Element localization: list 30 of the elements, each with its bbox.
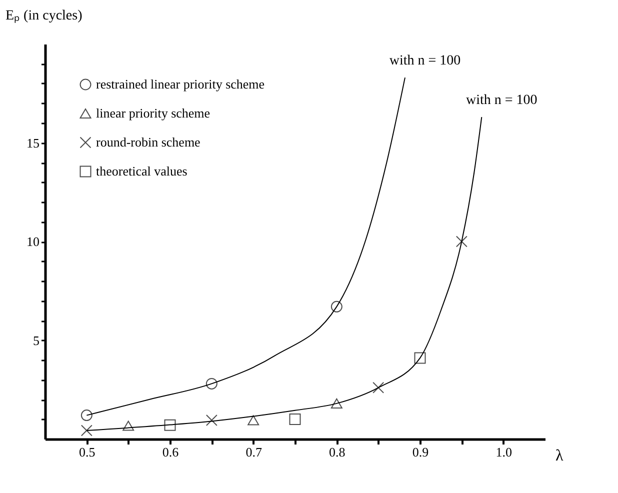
x-axis-title: λ xyxy=(556,448,564,464)
x-tick-label: 0.5 xyxy=(79,444,96,460)
point xyxy=(414,352,426,364)
x-tick-label: 0.9 xyxy=(412,444,429,460)
point xyxy=(330,398,342,408)
legend-label: linear priority scheme xyxy=(96,106,210,120)
y-tick-label: 10 xyxy=(26,234,40,249)
point xyxy=(80,410,92,422)
annotation: with n = 100 xyxy=(389,54,461,69)
x-tick-label: 1.0 xyxy=(496,444,512,460)
point xyxy=(164,419,176,431)
point xyxy=(206,378,218,390)
point xyxy=(456,236,468,248)
y-tick-label: 5 xyxy=(33,332,40,348)
x-tick-label: 0.6 xyxy=(162,444,180,460)
x-tick-label: 0.8 xyxy=(329,444,346,460)
point xyxy=(330,300,342,312)
x-tick-label: 0.7 xyxy=(246,444,262,460)
point xyxy=(80,424,92,436)
point xyxy=(122,420,134,431)
annotation: with n = 100 xyxy=(466,93,538,108)
point xyxy=(206,414,218,426)
legend-label: theoretical values xyxy=(96,164,188,178)
point xyxy=(248,415,260,426)
legend-label: round-robin scheme xyxy=(96,134,201,150)
point xyxy=(372,382,384,394)
legend-label: restrained linear priority scheme xyxy=(96,76,265,92)
y-axis-title: Eₚ (in cycles) xyxy=(6,8,83,24)
y-tick-label: 15 xyxy=(26,135,40,150)
point xyxy=(289,414,301,425)
